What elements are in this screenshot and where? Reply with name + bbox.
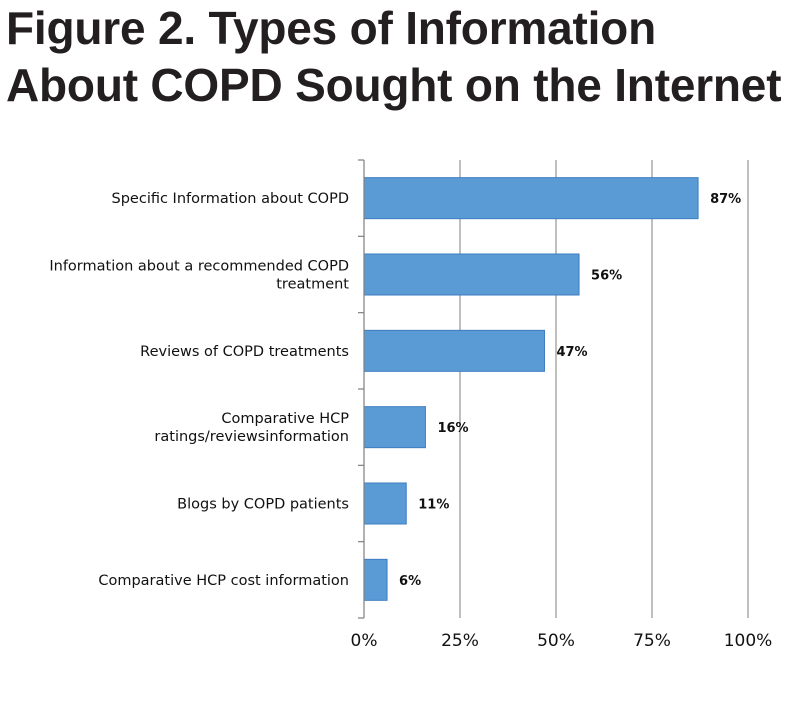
labels: Specific Information about COPD 87% Inform…	[49, 191, 772, 651]
x-tick-label: 25%	[441, 631, 479, 651]
data-label: 6%	[399, 574, 421, 589]
gridlines	[459, 160, 749, 618]
category-label: treatment	[276, 277, 349, 293]
axes	[358, 159, 365, 619]
bar-1	[363, 177, 699, 220]
bars	[363, 177, 699, 601]
title-line-2: About COPD Sought on the Internet	[6, 59, 782, 111]
bar-2	[363, 253, 580, 296]
x-tick-label: 0%	[351, 631, 378, 651]
x-tick-label: 50%	[537, 631, 575, 651]
data-label: 16%	[437, 421, 468, 436]
title-line-1: Figure 2. Types of Information	[6, 2, 656, 54]
data-label: 47%	[556, 345, 587, 360]
bar-3	[363, 329, 545, 372]
category-label: Reviews of COPD treatments	[140, 344, 349, 360]
category-label: Comparative HCP cost information	[98, 573, 349, 589]
data-label: 56%	[591, 269, 622, 284]
chart-title: Figure 2. Types of Information About COP…	[6, 0, 796, 114]
category-label: ratings/reviewsinformation	[154, 429, 349, 445]
x-tick-label: 100%	[724, 631, 773, 651]
category-label: Blogs by COPD patients	[177, 497, 349, 513]
bar-4	[363, 406, 426, 449]
category-label: Information about a recommended COPD	[49, 259, 349, 275]
bar-6	[363, 558, 388, 601]
data-label: 87%	[710, 192, 741, 207]
data-label: 11%	[418, 498, 449, 513]
category-label: Comparative HCP	[221, 411, 349, 427]
category-label: Specific Information about COPD	[112, 191, 349, 207]
x-tick-label: 75%	[633, 631, 671, 651]
bar-5	[363, 482, 407, 525]
